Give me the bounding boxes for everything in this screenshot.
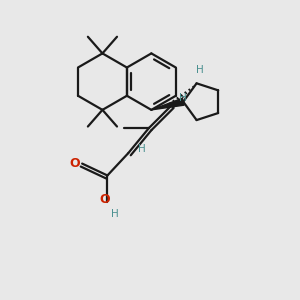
Text: H: H <box>196 65 203 75</box>
Text: O: O <box>99 193 110 206</box>
Text: H: H <box>179 93 187 103</box>
Text: O: O <box>69 157 80 170</box>
Polygon shape <box>152 98 184 110</box>
Text: H: H <box>138 144 146 154</box>
Text: H: H <box>111 208 119 218</box>
